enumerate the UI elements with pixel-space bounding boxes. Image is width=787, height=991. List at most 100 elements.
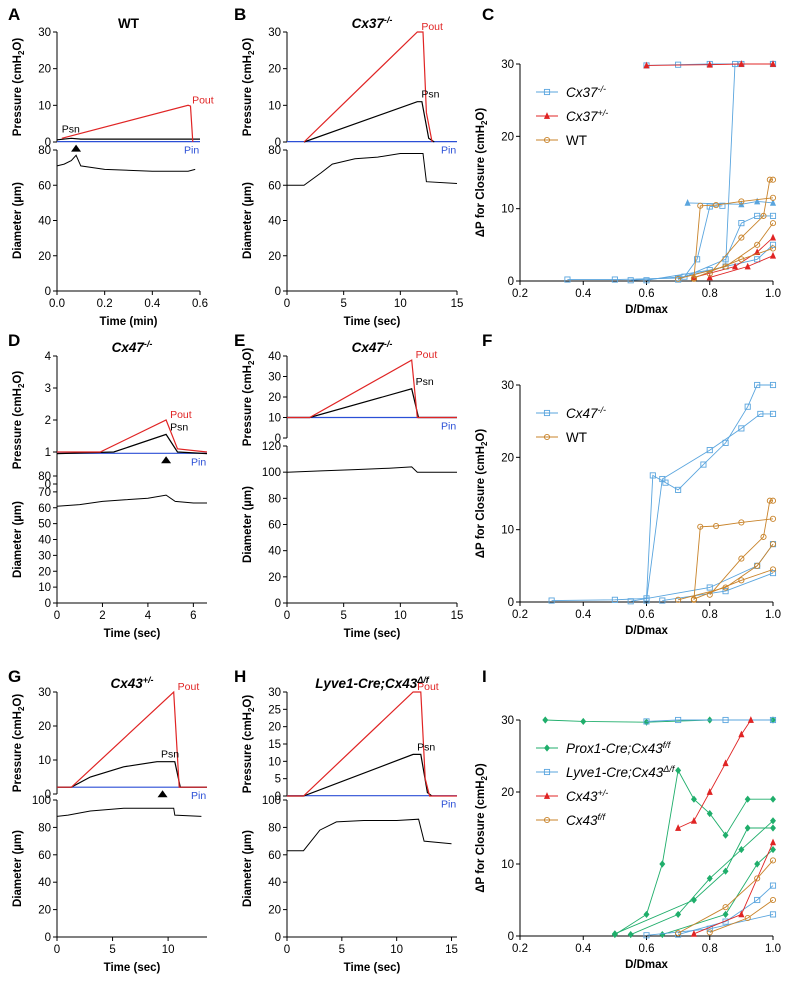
data-point xyxy=(564,276,571,283)
series-line xyxy=(687,200,774,205)
y-tick-label: 40 xyxy=(268,546,281,558)
panel-letter: F xyxy=(482,331,492,350)
y-tick-label: 20 xyxy=(38,566,51,578)
series-line xyxy=(693,237,774,278)
data-point xyxy=(760,212,767,219)
x-axis-label: D/Dmax xyxy=(625,625,668,637)
y-tick-label: 80 xyxy=(38,822,51,834)
y-tick-label: 10 xyxy=(38,582,51,594)
data-point xyxy=(662,479,669,486)
x-axis-label: D/Dmax xyxy=(625,304,668,316)
x-tick-label: 0 xyxy=(284,610,290,622)
data-point xyxy=(706,874,713,882)
data-point xyxy=(722,588,729,595)
x-tick-label: 15 xyxy=(451,610,464,622)
y-tick-label: 20 xyxy=(268,392,281,404)
pin-label: Pin xyxy=(191,456,206,468)
y-axis-label: Pressure (cmH2O) xyxy=(242,38,256,137)
data-point xyxy=(580,717,587,726)
psn-line xyxy=(287,388,457,419)
y-axis-label: Diameter (µm) xyxy=(12,501,24,578)
y-tick-label: 10 xyxy=(501,859,514,871)
y-tick-label: 30 xyxy=(268,372,281,384)
legend-marker xyxy=(543,768,551,776)
y-tick-label: 20 xyxy=(268,722,281,734)
legend-marker xyxy=(543,136,551,144)
x-tick-label: 10 xyxy=(394,298,407,310)
psn-line xyxy=(303,101,435,143)
panel-letter: I xyxy=(482,667,487,686)
y-tick-label: 30 xyxy=(501,59,514,71)
diameter-trace xyxy=(56,807,202,817)
y-axis-label: Pressure (cmH2O) xyxy=(12,38,26,137)
data-point xyxy=(627,930,634,939)
data-point xyxy=(757,410,764,417)
data-point xyxy=(769,410,777,417)
data-point xyxy=(722,867,729,875)
data-point xyxy=(738,910,745,918)
panel-letter: H xyxy=(234,667,246,686)
pin-label: Pin xyxy=(441,421,456,433)
data-point xyxy=(769,515,777,522)
data-point xyxy=(769,233,777,241)
pin-label: Pin xyxy=(191,790,206,802)
x-tick-label: 1.0 xyxy=(765,943,781,955)
series-line xyxy=(646,63,773,66)
data-point xyxy=(700,461,707,468)
data-point xyxy=(769,541,777,548)
y-tick-label: 3 xyxy=(45,383,51,395)
x-tick-label: 0.4 xyxy=(575,943,592,955)
data-point xyxy=(706,273,713,281)
data-point xyxy=(722,759,729,767)
x-tick-label: 0.6 xyxy=(639,609,655,621)
legend-marker xyxy=(543,433,551,441)
data-point xyxy=(738,577,745,584)
y-tick-label: 0 xyxy=(275,433,281,445)
data-point xyxy=(754,212,761,219)
y-axis-label: Pressure (cmH2O) xyxy=(12,371,26,470)
y-tick-label: 30 xyxy=(38,550,51,562)
data-point xyxy=(627,598,634,605)
data-point xyxy=(659,930,666,939)
data-point xyxy=(760,533,767,540)
diameter-trace xyxy=(287,153,458,186)
y-axis-label: Pressure (cmH2O) xyxy=(12,694,26,793)
data-point xyxy=(738,730,745,738)
y-tick-label: 30 xyxy=(268,27,281,39)
y-tick-label: 30 xyxy=(501,380,514,392)
y-axis-label: ΔP for Closure (cmH2O) xyxy=(475,763,489,893)
series-line xyxy=(693,518,774,600)
y-tick-label: 1 xyxy=(45,447,51,459)
pout-label: Pout xyxy=(416,349,438,361)
psn-label: Psn xyxy=(170,421,188,433)
y-axis-label: Diameter (µm) xyxy=(12,830,24,907)
data-point xyxy=(769,194,777,201)
y-tick-label: 0 xyxy=(275,598,281,610)
data-point xyxy=(706,270,713,277)
data-point xyxy=(649,472,656,479)
y-axis-label: ΔP for Closure (cmH2O) xyxy=(475,108,489,238)
y-tick-label: 20 xyxy=(268,905,281,917)
data-point xyxy=(770,824,776,832)
data-point xyxy=(722,904,729,911)
legend-label: Cx37+/- xyxy=(566,108,608,124)
legend-label: Lyve1-Cre;Cx43Δ/f xyxy=(566,764,676,780)
panel-letter: C xyxy=(482,5,494,24)
data-point xyxy=(744,795,751,803)
series-line xyxy=(677,222,774,280)
y-tick-label: 60 xyxy=(268,520,281,532)
series-line xyxy=(709,179,773,275)
x-tick-label: 0.6 xyxy=(639,943,655,955)
legend-label: WT xyxy=(566,133,587,148)
pout-line xyxy=(287,359,457,419)
y-tick-label: 20 xyxy=(268,572,281,584)
y-tick-label: 40 xyxy=(38,535,51,547)
y-tick-label: 100 xyxy=(262,467,281,479)
x-tick-label: 0.4 xyxy=(575,288,592,300)
data-point xyxy=(643,597,650,604)
data-point xyxy=(643,277,650,284)
y-tick-label: 50 xyxy=(38,519,51,531)
y-tick-label: 30 xyxy=(38,687,51,699)
diameter-trace xyxy=(287,818,452,852)
data-point xyxy=(754,562,761,569)
